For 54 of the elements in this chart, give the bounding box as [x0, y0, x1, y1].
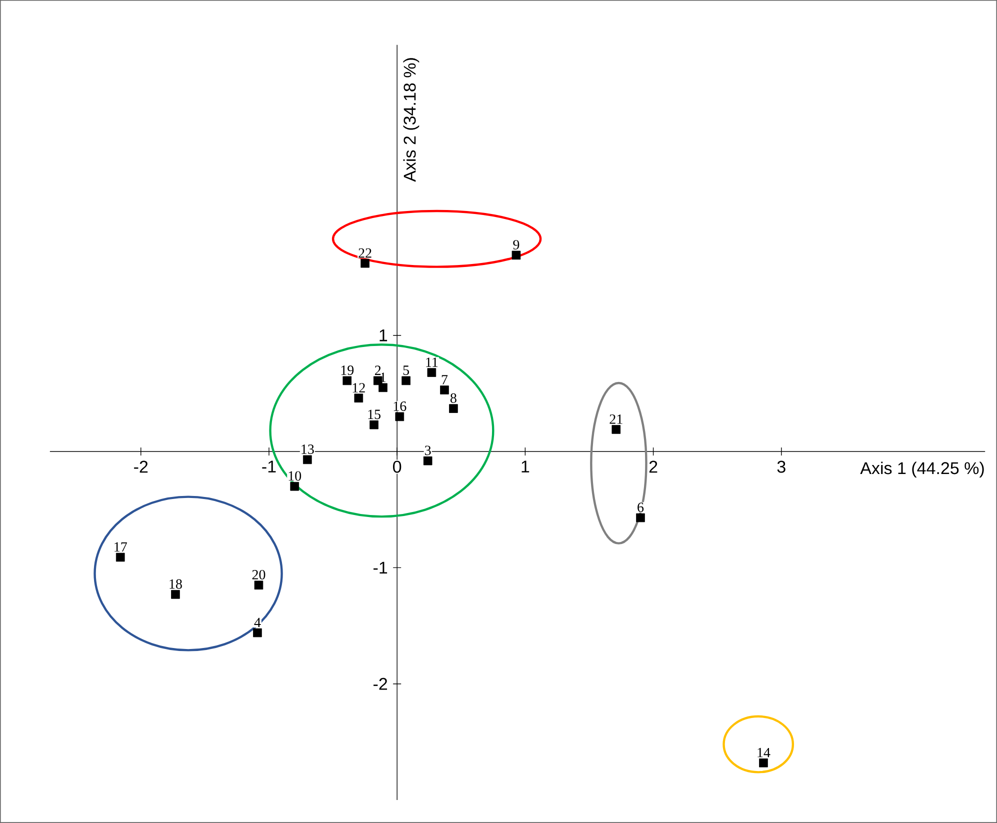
point	[354, 394, 364, 402]
point	[303, 455, 312, 464]
annotation: 12	[352, 383, 365, 392]
annotation: 19	[341, 366, 354, 375]
point	[423, 456, 432, 466]
annotation: 7	[442, 375, 448, 384]
point	[449, 404, 458, 413]
point	[402, 376, 410, 386]
point	[395, 412, 404, 422]
annotation: 20	[252, 570, 266, 580]
y-tick-label: -2	[374, 678, 388, 690]
annotation: 3	[425, 446, 431, 456]
annotation: 11	[426, 358, 438, 367]
annotation: 13	[302, 444, 314, 454]
x-tick-label: 0	[393, 460, 402, 473]
x-tick-label: 2	[649, 460, 658, 473]
point	[440, 386, 449, 394]
point	[373, 376, 382, 386]
point	[378, 383, 388, 392]
annotation: 16	[394, 402, 406, 411]
point	[612, 425, 621, 434]
annotation: 8	[450, 393, 456, 403]
x-tick-label: 1	[522, 460, 530, 472]
annotation: 17	[114, 542, 127, 552]
annotation: 18	[170, 579, 182, 589]
x-tick-label: -1	[262, 460, 276, 472]
point	[171, 590, 180, 599]
y-axis-title: Axis 2 (34.18 %)	[403, 58, 420, 182]
point	[290, 482, 299, 491]
y-tick-label: -1	[374, 562, 388, 574]
annotation: 9	[513, 240, 520, 250]
annotation: 10	[288, 471, 302, 481]
x-axis-title: Axis 1 (44.25 %)	[860, 462, 984, 478]
annotation: 5	[403, 366, 410, 375]
annotation: 4	[254, 618, 261, 628]
annotation: 14	[758, 748, 770, 758]
annotation: 22	[358, 248, 372, 258]
x-tick-label: 3	[777, 460, 786, 473]
point	[254, 580, 264, 590]
annotation: 6	[638, 502, 644, 512]
annotation: 21	[610, 414, 622, 424]
point	[427, 368, 436, 377]
annotation: 15	[368, 410, 380, 420]
x-tick-label: -2	[134, 460, 148, 473]
annotation: 2	[374, 366, 381, 375]
point	[116, 552, 125, 562]
y-tick-label: 1	[380, 330, 388, 342]
point	[253, 628, 262, 638]
point	[759, 758, 768, 768]
point	[342, 376, 352, 386]
point	[512, 250, 521, 260]
point	[370, 420, 378, 430]
point	[636, 513, 645, 522]
point	[360, 258, 370, 268]
